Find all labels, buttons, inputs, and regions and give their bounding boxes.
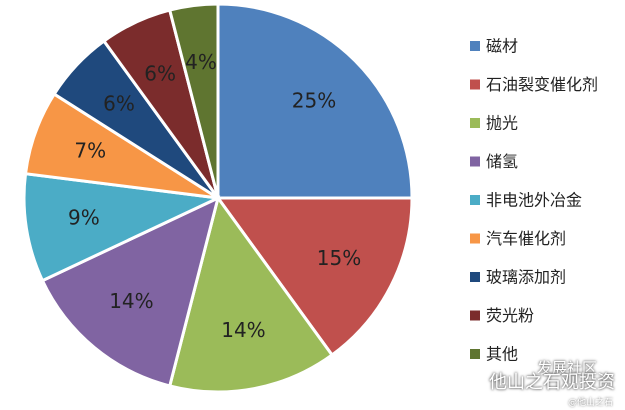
slice-label: 6%: [144, 62, 176, 86]
slice-label: 9%: [68, 206, 100, 230]
legend-swatch: [470, 41, 480, 51]
legend-label: 磁材: [486, 37, 518, 56]
legend-label: 石油裂变催化剂: [486, 75, 598, 94]
legend-label: 荧光粉: [486, 306, 534, 325]
pie-slice: [40, 195, 221, 388]
pie-slice: [167, 194, 335, 394]
legend-swatch: [470, 349, 480, 359]
pie-slice: [167, 2, 220, 199]
slice-label: 25%: [292, 88, 336, 112]
legend-label: 玻璃添加剂: [486, 268, 566, 287]
legend-swatch: [470, 156, 480, 167]
legend-label: 汽车催化剂: [486, 229, 566, 248]
legend-label: 非电池外冶金: [486, 191, 582, 210]
pie-slices: [22, 2, 414, 394]
slice-label: 14%: [109, 289, 153, 313]
slice-label: 4%: [185, 50, 217, 74]
legend-swatch: [470, 272, 480, 282]
watermark-badge: 发展社区: [536, 359, 597, 377]
pie-slice: [215, 196, 414, 358]
legend-swatch: [470, 310, 480, 321]
legend-label: 储氢: [486, 152, 518, 171]
legend-swatch: [470, 79, 480, 90]
slice-label: 15%: [317, 246, 361, 270]
legend-label: 其他: [486, 345, 518, 364]
pie-slice: [22, 172, 224, 283]
slice-label: 6%: [103, 92, 135, 116]
slice-label: 14%: [221, 318, 265, 342]
legend-swatch: [470, 233, 480, 244]
legend-label: 抛光: [486, 114, 518, 133]
watermark-subtext: @他山之石: [567, 398, 613, 408]
slice-label: 7%: [74, 138, 106, 162]
pie-slice: [216, 2, 414, 200]
slice-labels: 25% 15% 14% 14% 9% 7% 6% 6% 4%: [68, 50, 361, 342]
legend-swatch: [470, 195, 480, 205]
watermark-text: 他山之石观投资: [489, 372, 615, 393]
legend-swatch: [470, 118, 480, 128]
